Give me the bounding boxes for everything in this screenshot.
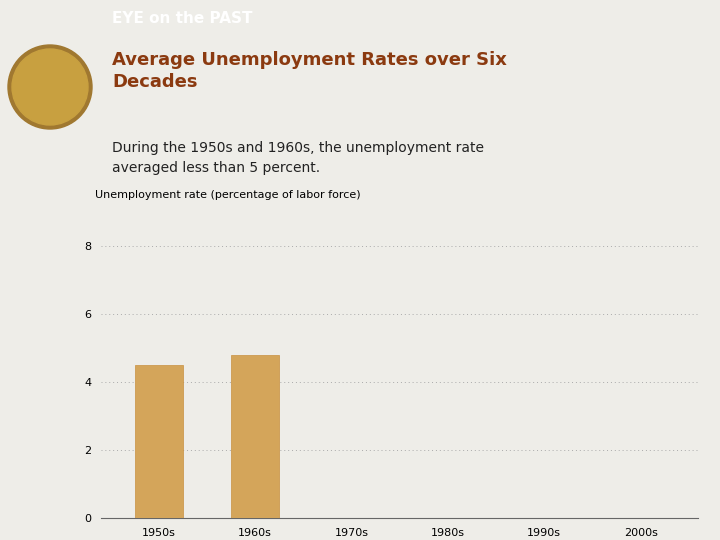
Bar	[135, 366, 183, 518]
Text: During the 1950s and 1960s, the unemployment rate
averaged less than 5 percent.: During the 1950s and 1960s, the unemploy…	[112, 141, 484, 175]
Circle shape	[8, 45, 92, 129]
Circle shape	[12, 49, 88, 125]
Text: Unemployment rate (percentage of labor force): Unemployment rate (percentage of labor f…	[95, 190, 361, 200]
Text: EYE on the PAST: EYE on the PAST	[112, 11, 252, 26]
Bar	[231, 355, 279, 518]
Text: Average Unemployment Rates over Six
Decades: Average Unemployment Rates over Six Deca…	[112, 51, 508, 91]
